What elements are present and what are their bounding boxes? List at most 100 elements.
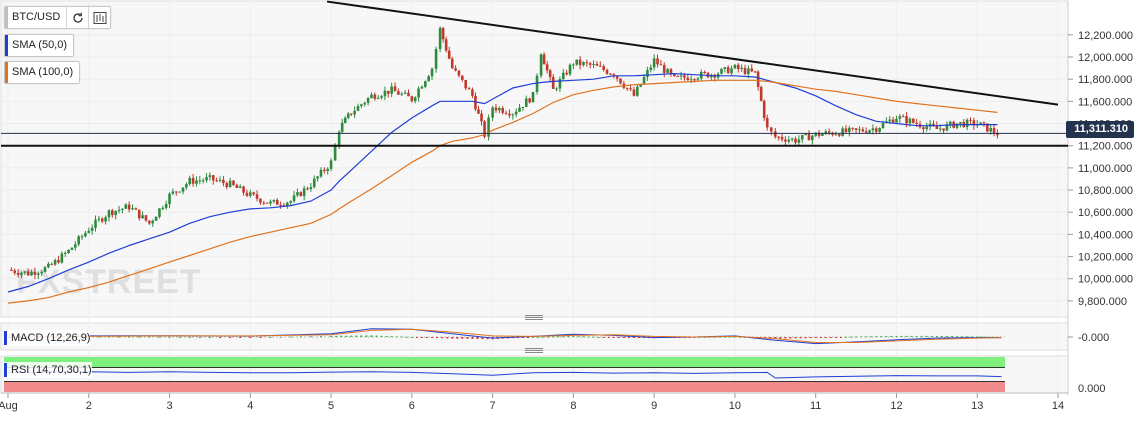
candle-body [535, 75, 539, 92]
macd-histogram-bar [769, 337, 772, 339]
macd-histogram-bar [627, 337, 630, 338]
candle-body [393, 86, 397, 92]
macd-histogram-bar [979, 336, 982, 338]
macd-histogram-bar [880, 336, 883, 338]
x-tick-label: 3 [166, 400, 172, 412]
candle-body [908, 118, 912, 124]
candle-body [733, 64, 737, 69]
candle-body [195, 180, 198, 184]
resistance-trendline [326, 0, 1059, 106]
candle-body [807, 133, 811, 141]
macd-histogram-bar [976, 336, 979, 338]
current-price-badge: 11,311.310 [1066, 121, 1134, 138]
candle-body [137, 209, 141, 219]
candle-body [252, 192, 255, 195]
candle-body [848, 127, 851, 133]
macd-histogram-bar [481, 337, 484, 340]
candle-body [639, 84, 642, 87]
macd-histogram-bar [330, 335, 333, 337]
candle-body [483, 121, 486, 137]
macd-histogram-bar [567, 336, 570, 338]
macd-histogram-bar [532, 337, 534, 338]
candle-body [208, 175, 212, 178]
candle-body [74, 244, 77, 248]
candle-body [662, 65, 666, 73]
sma50-legend[interactable]: SMA (50,0) [4, 34, 75, 57]
rsi-panel-resize-handle[interactable] [525, 348, 543, 354]
x-tick-label: 5 [328, 400, 334, 412]
macd-histogram-bar [900, 335, 903, 337]
symbol-label: BTC/USD [12, 11, 61, 23]
candle-body [582, 62, 585, 66]
macd-histogram-bar [188, 336, 191, 338]
symbol-legend[interactable]: BTC/USD [4, 6, 112, 29]
rsi-legend[interactable]: RSI (14,70,30,1) [4, 362, 92, 378]
candle-body [743, 67, 747, 74]
candle-body [895, 118, 898, 123]
candle-body [858, 129, 861, 131]
macd-histogram-bar [779, 337, 782, 339]
candle-body [272, 199, 276, 202]
candle-body [238, 186, 242, 188]
macd-histogram-bar [476, 337, 479, 339]
candle-body [693, 79, 696, 81]
candle-body [403, 92, 407, 94]
candle-body [63, 252, 67, 254]
candle-body [461, 75, 464, 80]
candle-body [33, 271, 37, 275]
candle-body [989, 128, 992, 132]
candle-body [726, 67, 730, 74]
candle-body [871, 128, 875, 131]
candle-body [578, 59, 582, 66]
macd-histogram-bar [920, 335, 923, 337]
macd-histogram-bar [602, 337, 605, 338]
candle-body [154, 216, 158, 221]
candle-body [424, 81, 427, 87]
sma100-legend[interactable]: SMA (100,0) [4, 61, 81, 84]
candle-body [817, 132, 821, 136]
rsi-label: RSI (14,70,30,1) [11, 364, 92, 376]
y-tick-label: 11,200.000 [1078, 141, 1132, 153]
macd-histogram-bar [982, 336, 985, 338]
macd-histogram-bar [713, 336, 716, 338]
candle-body [666, 69, 669, 73]
candle-body [104, 217, 107, 222]
y-tick-label: 11,600.000 [1078, 96, 1132, 108]
macd-histogram-bar [461, 337, 464, 339]
candle-body [868, 130, 871, 133]
candle-body [275, 199, 279, 205]
candle-body [561, 72, 565, 80]
sma50-color-bar [5, 35, 8, 56]
chart-type-button[interactable] [88, 7, 110, 28]
candle-body [413, 97, 417, 102]
y-tick-label: 12,200.000 [1078, 30, 1133, 42]
candle-body [821, 133, 824, 136]
candle-body [107, 210, 111, 218]
candle-body [441, 27, 445, 40]
candle-body [53, 259, 57, 265]
macd-histogram-bar [935, 335, 938, 337]
macd-legend[interactable]: MACD (12,26,9) [4, 330, 91, 346]
candle-body [736, 64, 740, 69]
macd-histogram-bar [562, 336, 565, 338]
refresh-button[interactable] [66, 7, 88, 28]
candle-body [100, 218, 104, 222]
candle-body [558, 79, 562, 89]
macd-histogram-bar [97, 336, 100, 338]
candle-body [605, 69, 609, 74]
candle-body [97, 218, 101, 220]
candle-body [201, 180, 205, 182]
macd-histogram-bar [834, 337, 837, 338]
candle-body [57, 259, 60, 263]
candle-body [915, 122, 918, 125]
candle-body [969, 119, 972, 121]
candle-body [572, 64, 575, 66]
candle-body [750, 68, 754, 72]
candle-body [316, 176, 319, 179]
macd-panel-resize-handle[interactable] [525, 315, 543, 321]
candle-body [211, 175, 215, 181]
macd-histogram-bar [592, 336, 595, 338]
candle-body [824, 131, 828, 134]
x-tick-label: 10 [729, 400, 741, 412]
